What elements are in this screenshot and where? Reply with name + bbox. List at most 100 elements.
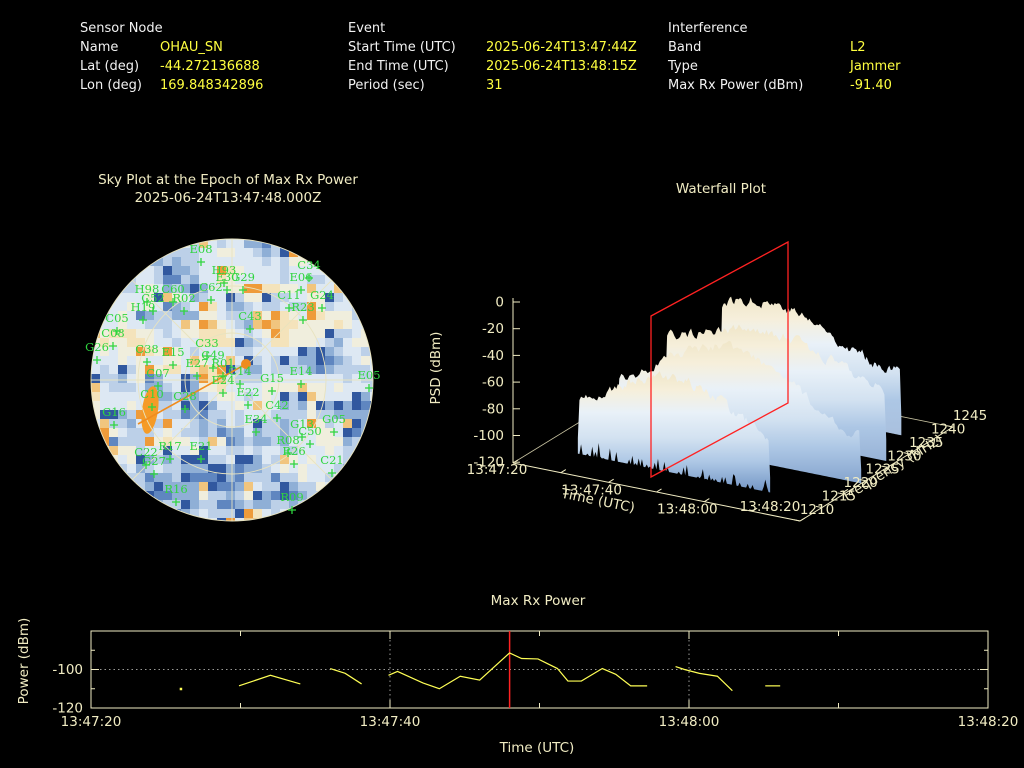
interference-type-value: Jammer [850,59,901,74]
satellite-marker [150,470,158,478]
event-period-value: 31 [486,78,503,93]
satellite-marker [268,387,276,395]
satellite-marker [142,461,150,469]
svg-text:-40: -40 [482,348,504,364]
event-period-label: Period (sec) [348,78,425,93]
interference-band-label: Band [668,40,702,55]
satellite-marker [318,304,326,312]
satellite-label: E21 [189,439,212,453]
satellite-marker [298,433,306,441]
satellite-label: R01 [211,356,234,370]
satellite-label: C22 [134,445,157,459]
svg-text:13:47:40: 13:47:40 [360,714,421,730]
satellite-label: G16 [102,405,126,419]
satellite-label: E24 [211,373,234,387]
satellite-marker [285,304,293,312]
satellite-marker [209,364,217,372]
jammer-position-dot [241,359,251,369]
satellite-marker [169,298,177,306]
satellite-label: E15 [161,345,184,359]
svg-text:1235: 1235 [909,435,943,451]
svg-text:1240: 1240 [931,421,965,437]
satellite-label: G26 [85,340,109,354]
satellite-label: E05 [357,368,380,382]
satellite-marker [244,401,252,409]
satellite-label: C60 [161,282,184,296]
satellite-label: R17 [158,439,181,453]
data-segment [388,652,648,690]
sky-hotspot-streak [141,386,159,434]
satellite-marker [143,358,151,366]
satellite-label: E22 [236,385,259,399]
satellite-label: C28 [173,389,196,403]
sensor-lat-label: Lat (deg) [80,59,140,74]
satellite-marker [273,414,281,422]
satellite-marker [284,449,292,457]
satellite-label: R16 [164,482,187,496]
satellite-marker [93,356,101,364]
satellite-marker [110,421,118,429]
satellite-marker [109,342,117,350]
sensor-name-value: OHAU_SN [160,40,223,55]
svg-text:13:47:20: 13:47:20 [61,714,122,730]
satellite-marker [180,307,188,315]
satellite-label: C42 [265,398,288,412]
jammer-trajectory [137,363,247,425]
satellite-label: E08 [189,242,212,256]
svg-text:-80: -80 [482,401,504,417]
svg-text:13:47:20: 13:47:20 [467,462,528,478]
sensor-lon-value: 169.848342896 [160,78,264,93]
satellite-label: C62 [199,280,222,294]
satellite-marker [193,372,201,380]
satellite-label: C33 [195,336,218,350]
satellite-label: C21 [320,453,343,467]
satellite-marker [290,460,298,468]
satellite-label: G29 [231,270,255,284]
satellite-marker [219,372,227,380]
satellite-label: R09 [280,490,303,504]
satellite-label: H98 [135,282,160,296]
satellite-label: E14 [289,364,312,378]
sensor-name-label: Name [80,40,119,55]
satellite-marker [220,279,228,287]
interference-maxrx-label: Max Rx Power (dBm) [668,78,804,93]
waterfall-title: Waterfall Plot [675,181,767,197]
waterfall-surface [577,296,902,493]
satellite-label: C52 [141,291,164,305]
satellite-label: E27 [185,356,208,370]
interference-band-value: L2 [850,40,866,55]
power-y-axis-label: Power (dBm) [16,617,32,705]
svg-text:-100: -100 [473,428,504,444]
satellite-marker [252,428,260,436]
satellite-marker [169,361,177,369]
satellite-marker [288,506,296,514]
svg-text:13:48:00: 13:48:00 [659,714,720,730]
data-point [179,687,183,691]
waterfall-axes [512,298,954,522]
satellite-marker [330,428,338,436]
data-segment [330,667,362,685]
svg-text:13:48:20: 13:48:20 [958,714,1019,730]
satellite-label: R26 [282,444,305,458]
satellite-marker [219,389,227,397]
satellite-marker [246,325,254,333]
satellite-label: C38 [135,342,158,356]
power-x-axis-label: Time (UTC) [499,740,575,756]
satellite-marker [297,380,305,388]
satellite-label: C50 [298,424,321,438]
satellite-marker [236,380,244,388]
svg-text:1220: 1220 [844,475,878,491]
svg-text:1215: 1215 [822,489,856,505]
svg-text:1210: 1210 [800,502,834,518]
satellite-label: C34 [297,258,320,272]
svg-text:-120: -120 [473,455,504,471]
interference-maxrx-value: -91.40 [850,78,892,93]
svg-text:-20: -20 [482,321,504,337]
satellite-label: G24 [310,288,334,302]
satellite-label: H93 [212,263,237,277]
satellite-marker [223,286,231,294]
satellite-label: G05 [322,412,346,426]
event-end-value: 2025-06-24T13:48:15Z [486,59,637,74]
